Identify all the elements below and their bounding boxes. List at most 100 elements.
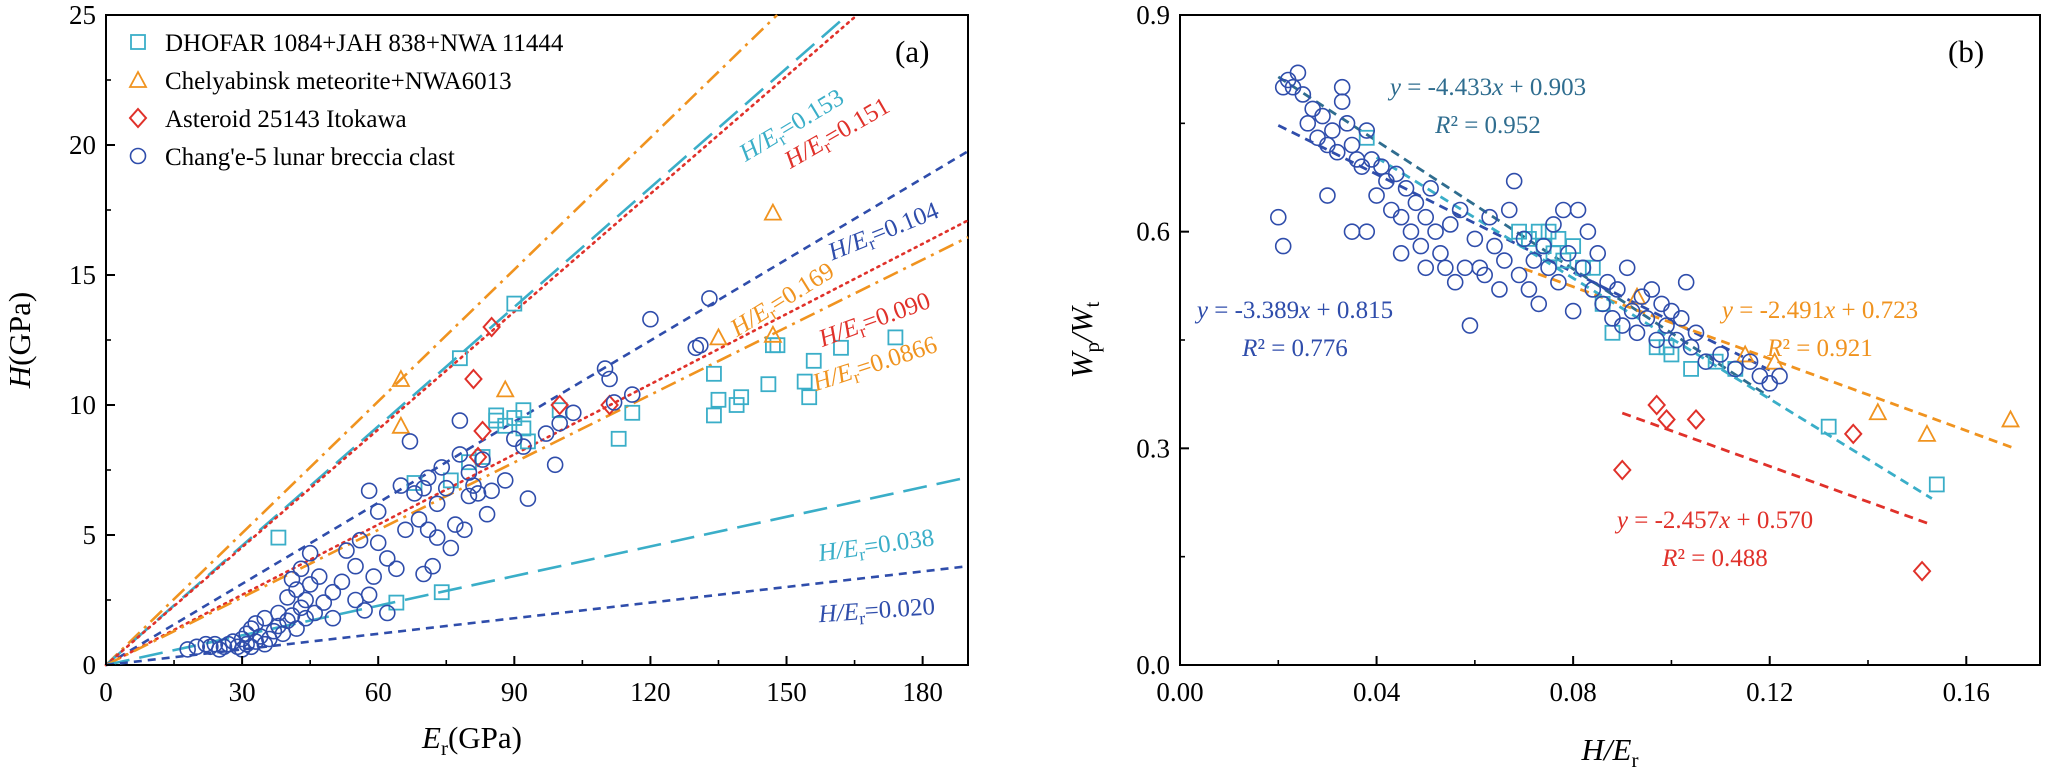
fit-equation: y = -3.389x + 0.815 (1194, 297, 1393, 324)
panel-a-ticks: 0 30 60 90 120 150 180 0 5 10 15 20 25 (69, 0, 943, 707)
legend-marker-diamond (128, 107, 148, 129)
data-point-circle (1486, 237, 1503, 255)
data-point-circle (229, 638, 246, 656)
data-point-circle (1515, 230, 1533, 248)
data-point-circle (1751, 367, 1769, 385)
data-point-circle (1309, 129, 1326, 147)
data-point-square (833, 339, 849, 356)
data-point-circle (1584, 281, 1602, 298)
data-point-circle (451, 446, 469, 463)
data-point-circle (401, 433, 419, 450)
reference-line (105, 150, 969, 667)
data-point-circle (1648, 331, 1665, 349)
fit-r-squared: R² = 0.921 (1766, 335, 1873, 362)
xlabel-unit: (GPa) (448, 720, 522, 755)
data-point-circle (460, 487, 478, 505)
xlabel-main: E (421, 720, 441, 755)
data-point-square (801, 389, 818, 406)
data-point-circle (1461, 317, 1479, 334)
reference-line-label: H/Er=0.038 (816, 524, 937, 570)
y-tick-label: 10 (69, 390, 96, 420)
data-point-circle (1319, 187, 1336, 204)
ylabel-w1: W (1064, 349, 1099, 378)
data-point-triangle (391, 369, 411, 387)
data-point-circle (456, 521, 473, 539)
data-point-circle (537, 425, 555, 442)
data-point-diamond (1686, 408, 1706, 430)
fit-line (1523, 267, 2016, 450)
data-point-circle (1771, 367, 1788, 385)
data-point-triangle (2001, 409, 2021, 428)
data-point-circle (347, 591, 364, 609)
legend-label: Asteroid 25143 Itokawa (165, 106, 407, 133)
data-point-circle (1338, 115, 1356, 132)
data-point-circle (1530, 295, 1548, 313)
data-point-circle (701, 290, 718, 307)
x-tick-label: 150 (766, 677, 807, 707)
data-point-circle (1432, 245, 1449, 262)
data-point-circle (347, 557, 364, 575)
data-point-circle (1446, 273, 1464, 291)
data-point-circle (447, 516, 464, 533)
reference-line (104, 13, 859, 667)
reference-line (105, 14, 779, 666)
data-point-circle (1682, 338, 1700, 356)
data-point-circle (519, 490, 537, 507)
legend-label: Chang'e-5 lunar breccia clast (165, 144, 455, 171)
data-point-circle (1653, 295, 1670, 313)
data-point-circle (247, 633, 265, 650)
data-point-circle (1687, 324, 1705, 342)
data-point-circle (1387, 165, 1405, 183)
data-point-square (1604, 324, 1621, 341)
data-point-circle (1422, 180, 1439, 197)
reference-line-label: H/Er=0.104 (823, 197, 944, 269)
data-point-square (1584, 259, 1601, 276)
data-point-circle (188, 638, 206, 656)
data-point-diamond (473, 420, 492, 442)
data-point-diamond (1843, 423, 1863, 445)
data-point-square (887, 329, 904, 346)
data-point-circle (1555, 201, 1572, 219)
data-point-square (706, 365, 722, 382)
data-point-circle (283, 570, 301, 588)
y-tick-label: 25 (69, 0, 96, 30)
panel-b: 0.00 0.04 0.08 0.12 0.16 0.0 0.3 0.6 0.9 y = -4.… (1064, 0, 2041, 770)
x-tick-label: 0 (99, 677, 113, 707)
data-point-circle (356, 602, 373, 619)
data-point-diamond (1612, 459, 1632, 481)
data-point-circle (1741, 353, 1759, 370)
data-point-circle (1333, 93, 1351, 110)
data-point-circle (351, 531, 369, 549)
data-point-diamond (600, 394, 619, 416)
xlabel-main: H/E (1581, 732, 1632, 767)
data-point-circle (1668, 331, 1685, 349)
x-tick-label: 0.12 (1746, 677, 1793, 707)
data-point-circle (1274, 237, 1292, 255)
data-point-circle (215, 638, 233, 656)
data-point-circle (1466, 230, 1484, 248)
data-point-circle (515, 438, 532, 455)
legend-marker-circle (129, 147, 147, 165)
data-point-circle (687, 339, 705, 357)
data-point-circle (1677, 273, 1695, 291)
data-point-circle (506, 430, 523, 448)
data-point-circle (1456, 259, 1474, 277)
data-point-circle (1373, 158, 1390, 175)
ylabel-unit: (GPa) (2, 292, 37, 366)
data-point-square (760, 376, 777, 393)
data-point-circle (596, 360, 614, 377)
data-point-circle (324, 609, 342, 627)
data-point-circle (301, 576, 319, 593)
data-point-square (388, 594, 405, 611)
data-point-square (706, 407, 722, 424)
data-point-square (624, 404, 641, 421)
data-point-square (506, 295, 523, 312)
data-point-circle (324, 583, 342, 601)
data-point-circle (406, 485, 423, 502)
data-point-circle (301, 544, 319, 562)
data-point-circle (1525, 252, 1543, 269)
x-tick-label: 0.04 (1353, 677, 1401, 707)
xlabel-sub: r (441, 736, 448, 760)
data-point-circle (1569, 201, 1587, 219)
data-point-circle (211, 641, 228, 658)
